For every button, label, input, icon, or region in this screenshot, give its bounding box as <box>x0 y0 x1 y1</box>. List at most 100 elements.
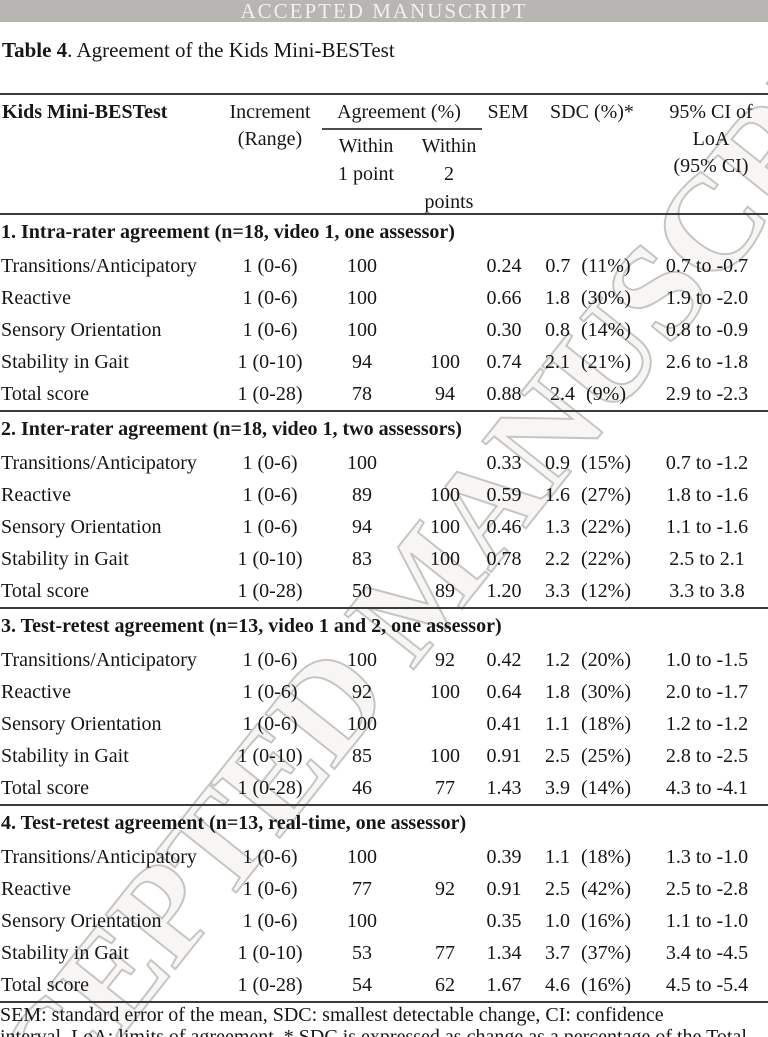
cell-sem: 0.42 <box>486 648 522 671</box>
section-heading: 3. Test-retest agreement (n=13, video 1 … <box>1 615 502 637</box>
sdc-percent: (42%) <box>581 877 631 900</box>
sdc-percent: (18%) <box>581 845 631 868</box>
cell-sdc: 1.3 (22%) <box>530 516 646 539</box>
sdc-percent: (15%) <box>581 451 631 474</box>
cell-sdc: 3.7 (37%) <box>530 942 646 965</box>
cell-increment: 1 (0-28) <box>237 776 303 799</box>
cell-label: Transitions/Anticipatory <box>1 254 197 277</box>
cell-within-1-point: 85 <box>352 744 372 767</box>
sdc-percent: (11%) <box>581 254 631 277</box>
cell-label: Reactive <box>1 286 71 309</box>
cell-increment: 1 (0-10) <box>237 350 303 373</box>
sdc-value: 3.7 <box>545 941 570 964</box>
table-body: 1. Intra-rater agreement (n=18, video 1,… <box>0 213 768 1001</box>
cell-within-1-point: 100 <box>347 318 377 341</box>
cell-ci: 2.6 to -1.8 <box>665 350 749 373</box>
cell-sdc: 2.5 (25%) <box>530 745 646 768</box>
sdc-percent: (14%) <box>581 776 631 799</box>
sdc-value: 2.1 <box>545 350 570 373</box>
table-row: Transitions/Anticipatory 1 (0-6) 100 0.33 0.… <box>0 447 768 479</box>
cell-ci: 0.8 to -0.9 <box>665 318 749 341</box>
cell-sdc: 1.1 (18%) <box>530 846 646 869</box>
cell-increment: 1 (0-6) <box>242 877 298 900</box>
cell-sem: 0.66 <box>486 286 522 309</box>
sdc-value: 1.8 <box>545 286 570 309</box>
footnote-line2: interval, LoA: limits of agreement, * SD… <box>0 1026 747 1037</box>
table-row: Transitions/Anticipatory 1 (0-6) 100 0.39 1.… <box>0 841 768 873</box>
table-row: Transitions/Anticipatory 1 (0-6) 100 92 0.42… <box>0 644 768 676</box>
sdc-value: 4.6 <box>545 973 570 996</box>
sdc-percent: (16%) <box>581 909 631 932</box>
sdc-percent: (14%) <box>581 318 631 341</box>
cell-within-2-points: 92 <box>435 648 455 671</box>
sdc-percent: (27%) <box>581 483 631 506</box>
cell-sdc: 4.6 (16%) <box>530 974 646 997</box>
cell-label: Transitions/Anticipatory <box>1 451 197 474</box>
sdc-value: 3.3 <box>545 579 570 602</box>
cell-increment: 1 (0-6) <box>242 254 298 277</box>
cell-sem: 0.35 <box>486 909 522 932</box>
table-section: 3. Test-retest agreement (n=13, video 1 … <box>0 607 768 804</box>
cell-sem: 0.59 <box>486 483 522 506</box>
table-row: Stability in Gait 1 (0-10) 85 100 0.91 2.5 (25… <box>0 740 768 772</box>
cell-ci: 3.4 to -4.5 <box>665 941 749 964</box>
cell-within-1-point: 78 <box>352 382 372 405</box>
footnote-line1: SEM: standard error of the mean, SDC: sm… <box>0 1004 664 1026</box>
cell-within-2-points: 100 <box>430 515 460 538</box>
cell-label: Sensory Orientation <box>1 515 162 538</box>
cell-label: Sensory Orientation <box>1 712 162 735</box>
cell-within-1-point: 53 <box>352 941 372 964</box>
table-header: Kids Mini-BESTest Increment (Range) Agre… <box>0 95 768 213</box>
sdc-value: 0.7 <box>545 254 571 277</box>
cell-within-2-points: 100 <box>430 547 460 570</box>
cell-increment: 1 (0-6) <box>242 909 298 932</box>
sdc-value: 1.0 <box>545 909 570 932</box>
cell-ci: 3.3 to 3.8 <box>669 579 745 602</box>
cell-sdc: 3.3 (12%) <box>530 580 646 603</box>
table-section: 1. Intra-rater agreement (n=18, video 1,… <box>0 213 768 410</box>
cell-ci: 1.1 to -1.0 <box>665 909 749 932</box>
cell-sem: 0.41 <box>486 712 522 735</box>
sdc-value: 0.9 <box>545 451 570 474</box>
cell-ci: 2.9 to -2.3 <box>665 382 749 405</box>
section-heading: 1. Intra-rater agreement (n=18, video 1,… <box>1 221 455 243</box>
cell-increment: 1 (0-28) <box>237 382 303 405</box>
cell-sem: 0.33 <box>486 451 522 474</box>
sdc-value: 2.2 <box>545 547 570 570</box>
table-row: Total score 1 (0-28) 46 77 1.43 3.9 (14%) 4.3 t… <box>0 772 768 804</box>
section-heading: 2. Inter-rater agreement (n=18, video 1,… <box>1 418 462 440</box>
sdc-percent: (37%) <box>581 941 631 964</box>
table-row: Total score 1 (0-28) 54 62 1.67 4.6 (16%) 4.5 t… <box>0 969 768 1001</box>
cell-label: Stability in Gait <box>1 350 129 373</box>
table-row: Total score 1 (0-28) 50 89 1.20 3.3 (12%) 3.3 t… <box>0 575 768 607</box>
sdc-value: 1.1 <box>545 712 570 735</box>
cell-ci: 1.1 to -1.6 <box>665 515 749 538</box>
table-row: Sensory Orientation 1 (0-6) 94 100 0.46 1.3 (2… <box>0 511 768 543</box>
cell-label: Sensory Orientation <box>1 318 162 341</box>
cell-increment: 1 (0-6) <box>242 680 298 703</box>
cell-ci: 2.5 to -2.8 <box>665 877 749 900</box>
sdc-percent: (30%) <box>581 680 631 703</box>
cell-label: Total score <box>1 382 90 405</box>
cell-sdc: 1.6 (27%) <box>530 484 646 507</box>
cell-ci: 0.7 to -1.2 <box>665 451 749 474</box>
cell-increment: 1 (0-28) <box>237 973 303 996</box>
cell-within-1-point: 100 <box>347 648 377 671</box>
cell-within-2-points: 100 <box>430 483 460 506</box>
sdc-value: 2.5 <box>545 744 570 767</box>
cell-label: Total score <box>1 776 90 799</box>
header-within2-line2: 2 <box>444 163 454 185</box>
cell-sem: 1.34 <box>486 941 522 964</box>
table-caption-number: Table 4 <box>2 38 68 62</box>
cell-sdc: 1.2 (20%) <box>530 649 646 672</box>
cell-within-1-point: 92 <box>352 680 372 703</box>
cell-sdc: 2.4 (9%) <box>530 383 646 406</box>
sdc-value: 3.9 <box>545 776 570 799</box>
cell-within-2-points: 92 <box>435 877 455 900</box>
table-row: Reactive 1 (0-6) 77 92 0.91 2.5 (42%) 2.5 to -2… <box>0 873 768 905</box>
cell-sdc: 0.7 (11%) <box>530 255 646 278</box>
table-row: Total score 1 (0-28) 78 94 0.88 2.4 (9%) 2.9 to… <box>0 378 768 410</box>
cell-ci: 1.2 to -1.2 <box>665 712 749 735</box>
table-row: Sensory Orientation 1 (0-6) 100 0.41 1.1 (18%… <box>0 708 768 740</box>
cell-label: Total score <box>1 579 90 602</box>
